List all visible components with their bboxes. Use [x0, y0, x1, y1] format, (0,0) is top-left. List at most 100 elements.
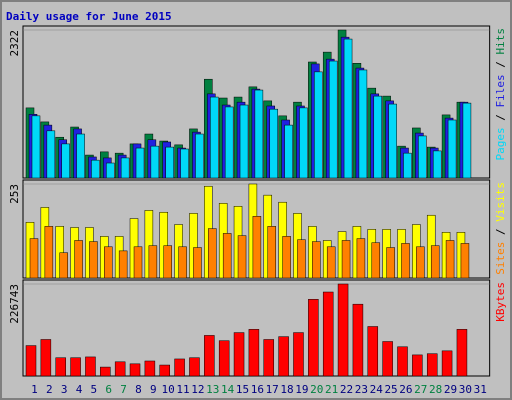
legend-entry: Files: [494, 74, 507, 107]
bar: [61, 143, 70, 179]
legend: Pages / Files / Hits: [494, 28, 507, 161]
bar: [293, 332, 304, 377]
bar: [401, 243, 410, 279]
bar: [165, 146, 174, 179]
legend-entry: Visits: [494, 182, 507, 222]
x-tick-label: 17: [266, 383, 279, 396]
bar: [447, 119, 457, 179]
bar: [193, 247, 202, 279]
y-tick-label: 253: [8, 184, 21, 204]
legend-separator: /: [494, 55, 507, 75]
bar: [174, 358, 185, 377]
bar: [106, 162, 115, 179]
bar: [208, 228, 217, 279]
x-tick-label: 29: [444, 383, 457, 396]
bar: [25, 345, 37, 377]
legend-entry: KBytes: [494, 282, 507, 322]
bar: [388, 103, 397, 179]
bar: [299, 107, 308, 179]
legend-entry: Hits: [494, 28, 507, 55]
bar: [239, 104, 249, 179]
bar: [418, 135, 427, 179]
x-tick-label: 3: [61, 383, 68, 396]
bar: [341, 240, 351, 279]
bar: [144, 360, 156, 377]
x-tick-label: 9: [150, 383, 157, 396]
bar: [74, 240, 83, 279]
bar: [322, 291, 334, 377]
bar: [373, 95, 383, 179]
legend: Sites / Visits: [494, 182, 507, 275]
bar: [180, 148, 189, 179]
x-tick-label: 13: [206, 383, 219, 396]
bar: [163, 245, 172, 279]
bar: [31, 115, 41, 179]
x-tick-label: 19: [295, 383, 308, 396]
y-tick-label: 2322: [8, 30, 21, 57]
bar: [224, 106, 234, 179]
bar: [426, 353, 438, 377]
bar: [297, 239, 306, 279]
bar: [222, 233, 232, 279]
x-tick-label: 18: [280, 383, 293, 396]
bar: [44, 226, 54, 279]
bar: [358, 69, 368, 179]
bar: [269, 108, 279, 179]
bar: [441, 350, 453, 377]
bar: [40, 339, 52, 377]
bar: [312, 241, 321, 279]
x-tick-label: 30: [459, 383, 472, 396]
x-tick-label: 21: [325, 383, 338, 396]
bar: [267, 226, 277, 279]
bar: [326, 246, 336, 279]
bar: [371, 242, 381, 279]
bar: [55, 357, 66, 377]
bar: [416, 246, 425, 279]
x-tick-label: 20: [310, 383, 323, 396]
bar: [263, 339, 275, 377]
bar: [278, 336, 289, 377]
bar: [352, 303, 364, 377]
x-tick-label: 25: [384, 383, 397, 396]
bar: [412, 354, 423, 377]
bar: [254, 89, 264, 179]
legend-separator: /: [494, 222, 507, 242]
bar: [314, 71, 323, 179]
legend-entry: Sites: [494, 242, 507, 275]
bar: [91, 159, 100, 179]
bar: [129, 363, 141, 377]
x-tick-label: 4: [76, 383, 83, 396]
x-tick-label: 26: [399, 383, 412, 396]
bar: [218, 340, 230, 377]
bar: [189, 357, 200, 377]
bar: [100, 366, 111, 377]
bar: [29, 238, 39, 279]
bar: [133, 246, 143, 279]
bar: [195, 133, 204, 179]
y-tick-label: 226743: [8, 284, 21, 324]
bar: [284, 124, 293, 179]
bar: [397, 346, 408, 377]
x-tick-label: 6: [105, 383, 112, 396]
bar: [237, 235, 247, 279]
x-tick-label: 31: [474, 383, 487, 396]
bar: [159, 364, 170, 377]
bar: [114, 361, 126, 377]
bar: [460, 243, 470, 279]
x-tick-label: 12: [191, 383, 204, 396]
bar: [148, 245, 158, 279]
bar: [85, 356, 96, 377]
x-tick-label: 8: [135, 383, 142, 396]
x-tick-label: 14: [221, 383, 235, 396]
bar: [59, 252, 68, 279]
x-tick-label: 16: [251, 383, 264, 396]
x-tick-label: 7: [120, 383, 127, 396]
bar: [178, 246, 187, 279]
bar: [432, 150, 442, 179]
bar: [118, 250, 128, 279]
legend: KBytes: [494, 282, 507, 322]
bar: [150, 145, 160, 179]
